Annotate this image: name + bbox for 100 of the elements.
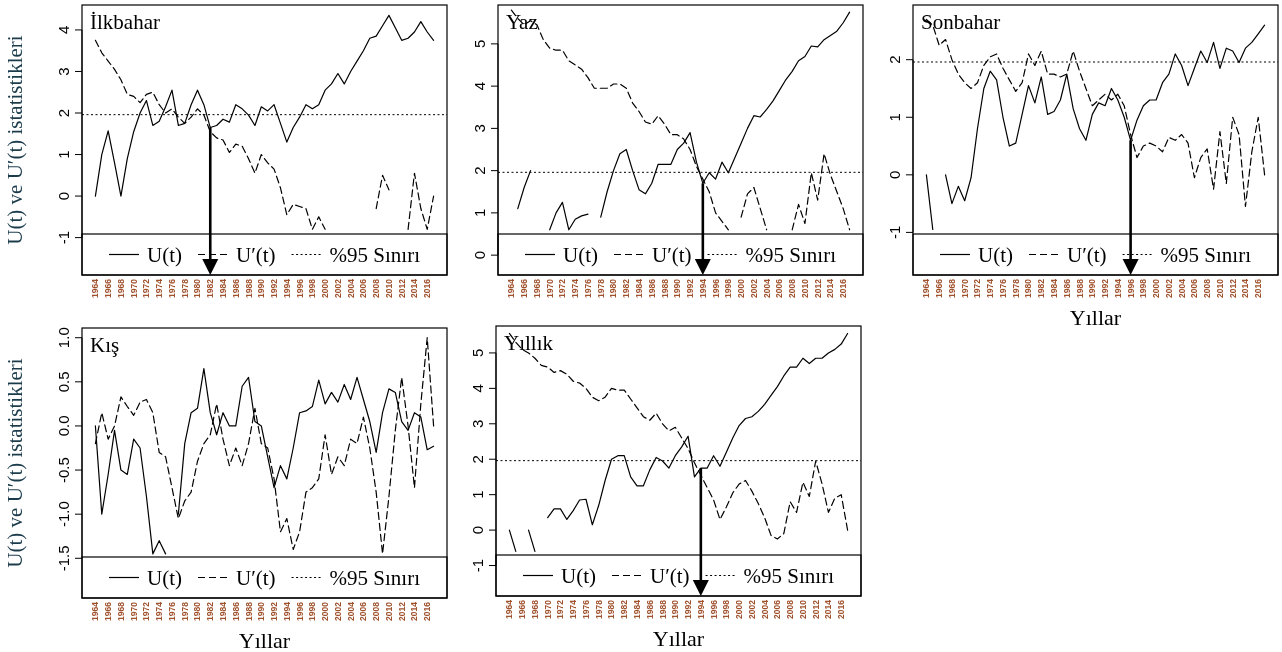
x-tick-label: 1996 bbox=[708, 599, 719, 619]
x-tick-label: 1964 bbox=[504, 599, 515, 619]
legend-label: U(t) bbox=[147, 565, 183, 590]
y-tick-label: 0.5 bbox=[55, 371, 72, 393]
legend-label: %95 Sınırı bbox=[1160, 242, 1252, 267]
x-tick-label: 1998 bbox=[307, 278, 318, 298]
x-tick-label: 1976 bbox=[166, 601, 177, 621]
x-tick-label: 1986 bbox=[230, 601, 241, 621]
x-tick-label: 1966 bbox=[934, 278, 945, 298]
x-tick-label: 2012 bbox=[396, 278, 407, 298]
x-tick-label: 1982 bbox=[1036, 278, 1047, 298]
x-tick-label: 2002 bbox=[332, 278, 343, 298]
x-tick-label: 1996 bbox=[710, 278, 721, 298]
y-tick-label: 1 bbox=[55, 150, 72, 159]
x-tick-label: 2002 bbox=[1163, 278, 1174, 298]
x-tick-label: 1998 bbox=[723, 278, 734, 298]
x-tick-label: 1994 bbox=[1112, 278, 1123, 298]
x-tick-label: 1968 bbox=[115, 278, 126, 298]
legend-label: %95 Sınırı bbox=[745, 242, 837, 267]
x-tick-label: 2012 bbox=[1227, 278, 1238, 298]
y-axis-title: U(t) ve U′(t) istatistikleri bbox=[3, 35, 27, 245]
y-tick-label: 0.0 bbox=[55, 415, 72, 437]
y-tick-label: 0 bbox=[469, 525, 486, 535]
x-tick-label: 1992 bbox=[685, 278, 696, 298]
x-tick-label: 2008 bbox=[785, 599, 796, 619]
x-tick-label: 1984 bbox=[218, 601, 229, 621]
x-tick-label: 1988 bbox=[1074, 278, 1085, 298]
x-tick-label: 2016 bbox=[836, 599, 847, 619]
x-tick-label: 1970 bbox=[542, 599, 553, 619]
x-tick-label: 1984 bbox=[632, 599, 643, 619]
x-tick-label: 2008 bbox=[371, 278, 382, 298]
x-tick-label: 2006 bbox=[772, 599, 783, 619]
x-tick-label: 2016 bbox=[422, 278, 433, 298]
x-tick-label: 2000 bbox=[320, 601, 331, 621]
x-tick-label: 2008 bbox=[371, 601, 382, 621]
x-tick-label: 1984 bbox=[634, 278, 645, 298]
x-tick-label: 1970 bbox=[128, 278, 139, 298]
x-tick-label: 1986 bbox=[230, 278, 241, 298]
y-tick-label: 0 bbox=[55, 191, 72, 201]
x-tick-label: 1982 bbox=[205, 278, 216, 298]
x-tick-label: 2000 bbox=[320, 278, 331, 298]
y-axis-title: U(t) ve U′(t) istatistikleri bbox=[3, 358, 27, 568]
x-tick-label: 1988 bbox=[657, 599, 668, 619]
x-tick-label: 2004 bbox=[345, 601, 356, 621]
x-tick-label: 2010 bbox=[1214, 278, 1225, 298]
x-tick-label: 1998 bbox=[1138, 278, 1149, 298]
x-tick-label: 2014 bbox=[1240, 278, 1251, 298]
x-tick-label: 1980 bbox=[608, 278, 619, 298]
x-tick-label: 2012 bbox=[810, 599, 821, 619]
x-tick-label: 2006 bbox=[358, 278, 369, 298]
x-tick-label: 1992 bbox=[683, 599, 694, 619]
y-tick-label: -1 bbox=[886, 225, 903, 240]
x-tick-label: 1986 bbox=[1061, 278, 1072, 298]
x-tick-label: 1966 bbox=[103, 601, 114, 621]
y-tick-label: 1 bbox=[469, 490, 486, 499]
x-tick-label: 2010 bbox=[383, 601, 394, 621]
x-tick-label: 1978 bbox=[595, 278, 606, 298]
x-tick-label: 2010 bbox=[799, 278, 810, 298]
x-tick-label: 1980 bbox=[192, 601, 203, 621]
x-axis-title: Yıllar bbox=[652, 626, 705, 651]
x-tick-label: 2016 bbox=[422, 601, 433, 621]
x-tick-label: 1994 bbox=[695, 599, 706, 619]
x-tick-label: 2016 bbox=[838, 278, 849, 298]
legend-label: U′(t) bbox=[649, 563, 690, 588]
x-tick-label: 2012 bbox=[396, 601, 407, 621]
x-tick-label: 1976 bbox=[166, 278, 177, 298]
x-tick-label: 1992 bbox=[269, 601, 280, 621]
legend-label: %95 Sınırı bbox=[743, 563, 835, 588]
x-tick-label: 2016 bbox=[1253, 278, 1264, 298]
x-tick-label: 1976 bbox=[580, 599, 591, 619]
x-tick-label: 1964 bbox=[921, 278, 932, 298]
x-axis-title: Yıllar bbox=[238, 628, 291, 652]
legend-label: U(t) bbox=[563, 242, 599, 267]
x-tick-label: 1968 bbox=[115, 601, 126, 621]
x-tick-label: 1968 bbox=[946, 278, 957, 298]
x-tick-label: 2008 bbox=[787, 278, 798, 298]
x-tick-label: 1966 bbox=[103, 278, 114, 298]
x-tick-label: 1994 bbox=[697, 278, 708, 298]
x-tick-label: 1980 bbox=[606, 599, 617, 619]
x-tick-label: 1998 bbox=[307, 601, 318, 621]
chart-title: Yıllık bbox=[504, 331, 554, 355]
y-tick-label: 0 bbox=[471, 250, 488, 260]
x-tick-label: 1964 bbox=[90, 601, 101, 621]
x-tick-label: 1990 bbox=[1087, 278, 1098, 298]
x-tick-label: 1978 bbox=[179, 601, 190, 621]
x-tick-label: 1972 bbox=[555, 599, 566, 619]
x-tick-label: 1968 bbox=[529, 599, 540, 619]
y-tick-label: 5 bbox=[471, 39, 488, 49]
x-tick-label: 1972 bbox=[972, 278, 983, 298]
legend-label: U(t) bbox=[561, 563, 597, 588]
x-tick-label: 1964 bbox=[506, 278, 517, 298]
x-tick-label: 1974 bbox=[570, 278, 581, 298]
legend-label: U′(t) bbox=[235, 242, 276, 267]
x-tick-label: 1972 bbox=[141, 278, 152, 298]
chart-title: İlkbahar bbox=[90, 10, 160, 34]
x-tick-label: 1978 bbox=[593, 599, 604, 619]
x-tick-label: 2004 bbox=[345, 278, 356, 298]
annotation: %95 Sınırı bbox=[329, 565, 421, 590]
x-axis-title: Yıllar bbox=[1069, 305, 1122, 330]
x-tick-label: 2010 bbox=[383, 278, 394, 298]
